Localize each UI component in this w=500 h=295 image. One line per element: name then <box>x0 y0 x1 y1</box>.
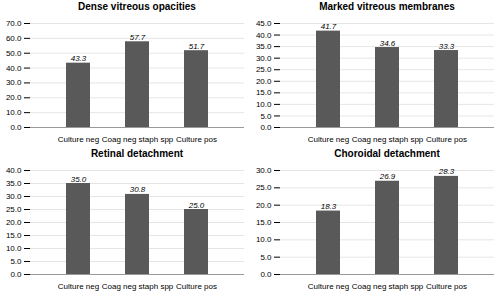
svg-text:43.3: 43.3 <box>71 54 87 63</box>
svg-text:20.0: 20.0 <box>6 93 22 102</box>
svg-text:Culture pos: Culture pos <box>426 135 467 144</box>
svg-text:45.0: 45.0 <box>256 19 272 28</box>
svg-text:Culture pos: Culture pos <box>176 282 217 291</box>
svg-text:57.7: 57.7 <box>130 33 146 42</box>
svg-text:Culture neg: Culture neg <box>58 282 99 291</box>
svg-text:30.0: 30.0 <box>256 54 272 63</box>
svg-text:25.0: 25.0 <box>188 201 205 210</box>
svg-text:35.0: 35.0 <box>256 42 272 51</box>
svg-text:30.0: 30.0 <box>256 166 272 175</box>
svg-text:Culture neg: Culture neg <box>58 135 99 144</box>
svg-text:Coag neg staph spp: Coag neg staph spp <box>352 282 424 291</box>
svg-text:0.0: 0.0 <box>260 123 272 132</box>
svg-text:28.3: 28.3 <box>438 167 455 176</box>
svg-text:40.0: 40.0 <box>6 166 22 175</box>
svg-text:10.0: 10.0 <box>256 100 272 109</box>
svg-text:Culture pos: Culture pos <box>176 135 217 144</box>
html-text:Choroidal detachment: Choroidal detachment <box>334 148 440 159</box>
svg-text:0.0: 0.0 <box>10 123 22 132</box>
svg-text:30.0: 30.0 <box>6 78 22 87</box>
svg-text:15.0: 15.0 <box>256 218 272 227</box>
svg-text:40.0: 40.0 <box>6 64 22 73</box>
svg-text:0.0: 0.0 <box>260 270 272 279</box>
svg-text:Culture pos: Culture pos <box>426 282 467 291</box>
svg-text:30.8: 30.8 <box>130 185 146 194</box>
svg-text:51.7: 51.7 <box>189 42 205 51</box>
svg-text:35.0: 35.0 <box>71 175 87 184</box>
svg-text:Coag neg staph spp: Coag neg staph spp <box>102 135 174 144</box>
html-text:Dense vitreous opacities: Dense vitreous opacities <box>78 1 196 12</box>
svg-text:5.0: 5.0 <box>10 257 22 266</box>
svg-text:5.0: 5.0 <box>260 253 272 262</box>
html-text:Retinal detachment: Retinal detachment <box>90 148 184 159</box>
svg-text:25.0: 25.0 <box>6 205 22 214</box>
svg-text:30.0: 30.0 <box>6 192 22 201</box>
svg-text:5.0: 5.0 <box>260 112 272 121</box>
svg-text:20.0: 20.0 <box>6 218 22 227</box>
svg-text:20.0: 20.0 <box>256 77 272 86</box>
svg-text:40.0: 40.0 <box>256 31 272 40</box>
svg-text:33.3: 33.3 <box>439 42 455 51</box>
svg-text:41.7: 41.7 <box>321 22 337 31</box>
svg-text:Culture neg: Culture neg <box>308 282 349 291</box>
svg-text:60.0: 60.0 <box>6 34 22 43</box>
svg-text:34.6: 34.6 <box>380 39 396 48</box>
svg-text:25.0: 25.0 <box>256 65 272 74</box>
svg-text:Culture neg: Culture neg <box>308 135 349 144</box>
svg-text:15.0: 15.0 <box>6 231 22 240</box>
svg-text:50.0: 50.0 <box>6 49 22 58</box>
svg-text:10.0: 10.0 <box>6 108 22 117</box>
html-text:Marked vitreous membranes: Marked vitreous membranes <box>319 1 455 12</box>
svg-text:18.3: 18.3 <box>321 202 337 211</box>
svg-text:Coag neg staph spp: Coag neg staph spp <box>102 282 174 291</box>
svg-text:35.0: 35.0 <box>6 179 22 188</box>
svg-text:Coag neg staph spp: Coag neg staph spp <box>352 135 424 144</box>
svg-text:25.0: 25.0 <box>256 183 272 192</box>
svg-text:0.0: 0.0 <box>10 270 22 279</box>
svg-text:20.0: 20.0 <box>256 201 272 210</box>
svg-text:70.0: 70.0 <box>6 19 22 28</box>
svg-text:10.0: 10.0 <box>6 244 22 253</box>
svg-text:15.0: 15.0 <box>256 88 272 97</box>
svg-text:26.9: 26.9 <box>379 172 396 181</box>
svg-text:10.0: 10.0 <box>256 235 272 244</box>
